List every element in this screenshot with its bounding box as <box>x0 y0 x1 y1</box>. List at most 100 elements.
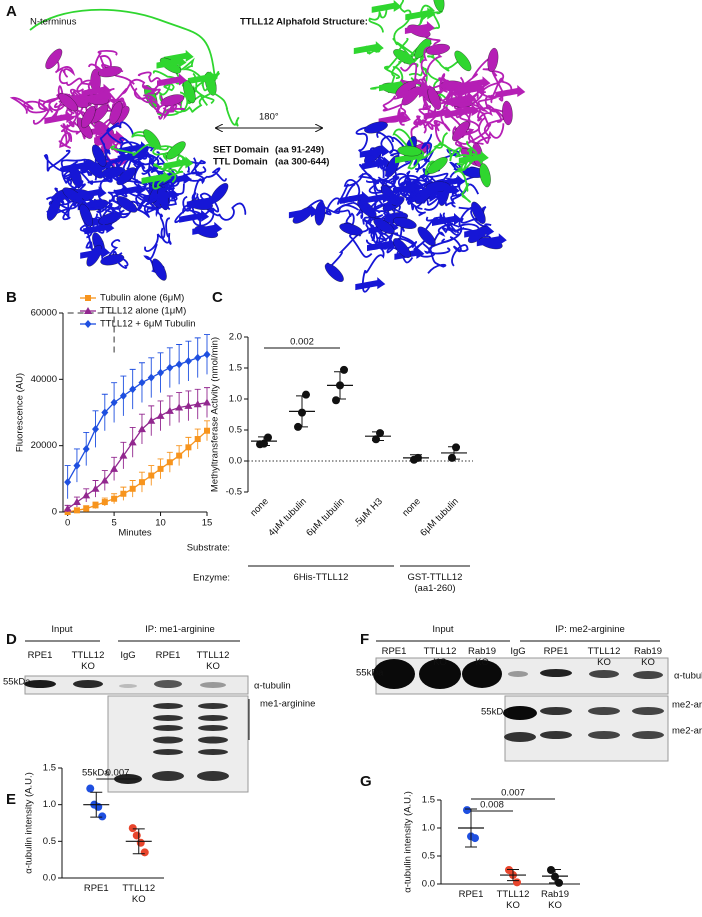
y-tick-label: 1.5 <box>229 363 242 374</box>
marker <box>193 400 202 408</box>
helix <box>152 258 167 281</box>
ribbon <box>156 103 185 121</box>
marker <box>101 408 109 417</box>
band <box>503 706 537 720</box>
ribbon <box>144 211 166 252</box>
marker <box>137 425 146 433</box>
helix <box>393 238 411 258</box>
band <box>588 731 620 739</box>
data-point <box>302 390 310 399</box>
ribbon <box>110 143 169 156</box>
data-point <box>463 806 471 815</box>
rotation-label: 180° <box>259 112 279 123</box>
ribbon <box>413 216 439 253</box>
y-tick-label: 20000 <box>31 440 57 451</box>
marker <box>147 416 156 424</box>
marker <box>84 307 92 314</box>
ribbon <box>377 208 404 249</box>
ribbon <box>133 87 160 113</box>
y-tick-label: 0.5 <box>422 851 435 862</box>
helix <box>427 156 448 174</box>
ribbon <box>370 192 402 216</box>
sheet <box>141 171 172 184</box>
ribbon <box>132 188 154 211</box>
sheet <box>422 181 452 195</box>
y-tick-label: 0.0 <box>422 879 435 890</box>
ribbon <box>46 200 71 221</box>
y-tick-label: 0.5 <box>43 836 56 847</box>
x-tick-label: 6μM tubulin <box>304 496 347 539</box>
sheet <box>156 55 187 69</box>
mw-marker: 55kDa <box>82 768 110 779</box>
ribbon <box>454 170 471 203</box>
marker <box>101 499 108 506</box>
x-tick-label: 5 <box>111 518 116 529</box>
ribbon <box>152 168 183 190</box>
helix <box>116 167 137 186</box>
band <box>508 671 528 677</box>
sheet <box>460 76 491 90</box>
legend-label: TTLL12 alone (1μM) <box>100 306 186 317</box>
ribbon <box>442 88 472 108</box>
ribbon <box>202 202 247 221</box>
domain-label: TTL Domain <box>213 157 268 168</box>
band <box>197 771 229 781</box>
marker <box>100 476 109 484</box>
data-point <box>140 848 149 857</box>
marker <box>175 360 183 369</box>
band <box>119 684 137 688</box>
sheet <box>367 238 397 252</box>
ribbon <box>386 179 409 201</box>
sheet <box>80 245 111 259</box>
band <box>200 682 226 688</box>
y-tick-label: 60000 <box>31 308 57 319</box>
annotation: N-terminus <box>30 17 77 28</box>
ribbon <box>59 124 72 148</box>
helix <box>79 203 93 227</box>
data-point <box>452 443 460 452</box>
ribbon <box>191 72 211 93</box>
protein-structures <box>9 0 526 293</box>
sheet <box>360 191 391 205</box>
ribbon <box>433 112 464 132</box>
y-tick-label: 1.5 <box>43 763 56 774</box>
helix <box>397 145 422 157</box>
ribbon <box>100 158 128 183</box>
sheet <box>449 104 480 118</box>
ribbon <box>490 71 505 104</box>
ribbon <box>67 194 94 220</box>
blot-f <box>373 640 669 762</box>
domain-range: (aa 91-249) <box>275 145 324 156</box>
ribbon <box>384 38 409 80</box>
marker <box>148 472 155 479</box>
ribbon <box>106 122 134 149</box>
legend-label: Tubulin alone (6μM) <box>100 293 184 304</box>
ribbon <box>459 112 480 149</box>
ribbon <box>73 168 114 185</box>
ribbon <box>176 57 204 87</box>
band <box>73 680 103 688</box>
helix <box>487 47 499 73</box>
data-point <box>448 453 456 462</box>
panel-letter: E <box>6 791 16 808</box>
ribbon <box>94 149 111 171</box>
ribbon <box>451 57 494 96</box>
band <box>24 680 56 688</box>
marker <box>73 461 81 470</box>
data-point <box>332 396 340 405</box>
p-value: 0.008 <box>480 800 504 811</box>
panel-letter: B <box>6 289 17 306</box>
band-label: me1-arginine <box>260 699 315 710</box>
helix <box>454 50 472 72</box>
ribbon <box>188 167 228 182</box>
band-label: α-tubulin <box>674 671 702 682</box>
marker <box>184 401 193 409</box>
y-tick-label: 1.0 <box>43 799 56 810</box>
marker <box>64 478 72 487</box>
helix <box>392 217 417 229</box>
helix <box>116 196 138 213</box>
legend-label: TTLL12 + 6μM Tubulin <box>100 319 196 330</box>
band <box>540 731 572 739</box>
panel-letter: C <box>212 289 223 306</box>
band-group <box>152 703 229 781</box>
